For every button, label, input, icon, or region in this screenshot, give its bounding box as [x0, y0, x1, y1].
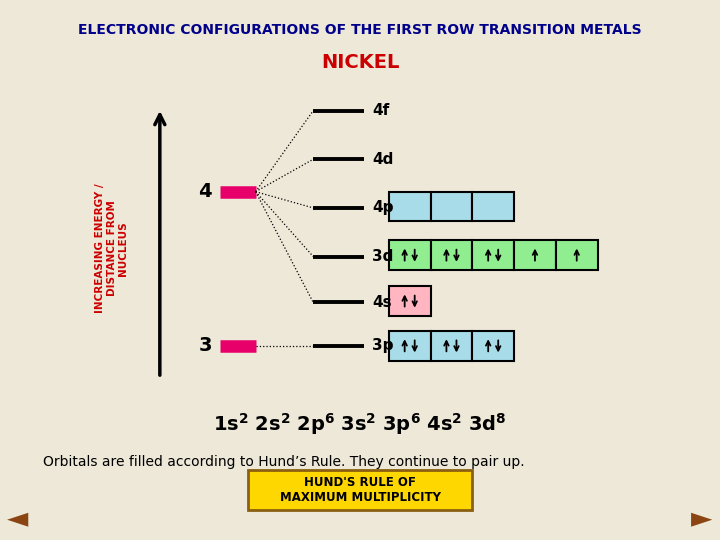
Bar [472, 331, 514, 361]
Bar [514, 240, 556, 270]
Text: 4: 4 [199, 182, 212, 201]
Bar [389, 286, 431, 316]
Bar [431, 240, 472, 270]
Bar [389, 240, 431, 270]
Bar [248, 470, 472, 510]
Bar [556, 240, 598, 270]
Bar [389, 331, 431, 361]
Bar [431, 331, 472, 361]
Bar [431, 192, 472, 221]
Text: HUND'S RULE OF
MAXIMUM MULTIPLICITY: HUND'S RULE OF MAXIMUM MULTIPLICITY [279, 476, 441, 504]
Text: 4s: 4s [372, 295, 392, 310]
Text: 4p: 4p [372, 200, 394, 215]
Text: 3d: 3d [372, 249, 394, 264]
Text: 3: 3 [199, 336, 212, 355]
Text: NICKEL: NICKEL [321, 52, 399, 72]
Text: ELECTRONIC CONFIGURATIONS OF THE FIRST ROW TRANSITION METALS: ELECTRONIC CONFIGURATIONS OF THE FIRST R… [78, 23, 642, 37]
Text: INCREASING ENERGY /
DISTANCE FROM
NUCLEUS: INCREASING ENERGY / DISTANCE FROM NUCLEU… [95, 184, 128, 313]
Text: Orbitals are filled according to Hund’s Rule. They continue to pair up.: Orbitals are filled according to Hund’s … [43, 455, 525, 469]
Text: 4d: 4d [372, 152, 394, 167]
Text: ►: ► [691, 504, 713, 532]
Text: 3p: 3p [372, 338, 394, 353]
Bar [472, 240, 514, 270]
Bar [472, 192, 514, 221]
Text: ◄: ◄ [7, 504, 29, 532]
Text: 4f: 4f [372, 103, 390, 118]
Text: $\mathbf{1s^2\ 2s^2\ 2p^6\ 3s^2\ 3p^6\ 4s^2\ 3d^8}$: $\mathbf{1s^2\ 2s^2\ 2p^6\ 3s^2\ 3p^6\ 4… [213, 411, 507, 437]
Bar [389, 192, 431, 221]
